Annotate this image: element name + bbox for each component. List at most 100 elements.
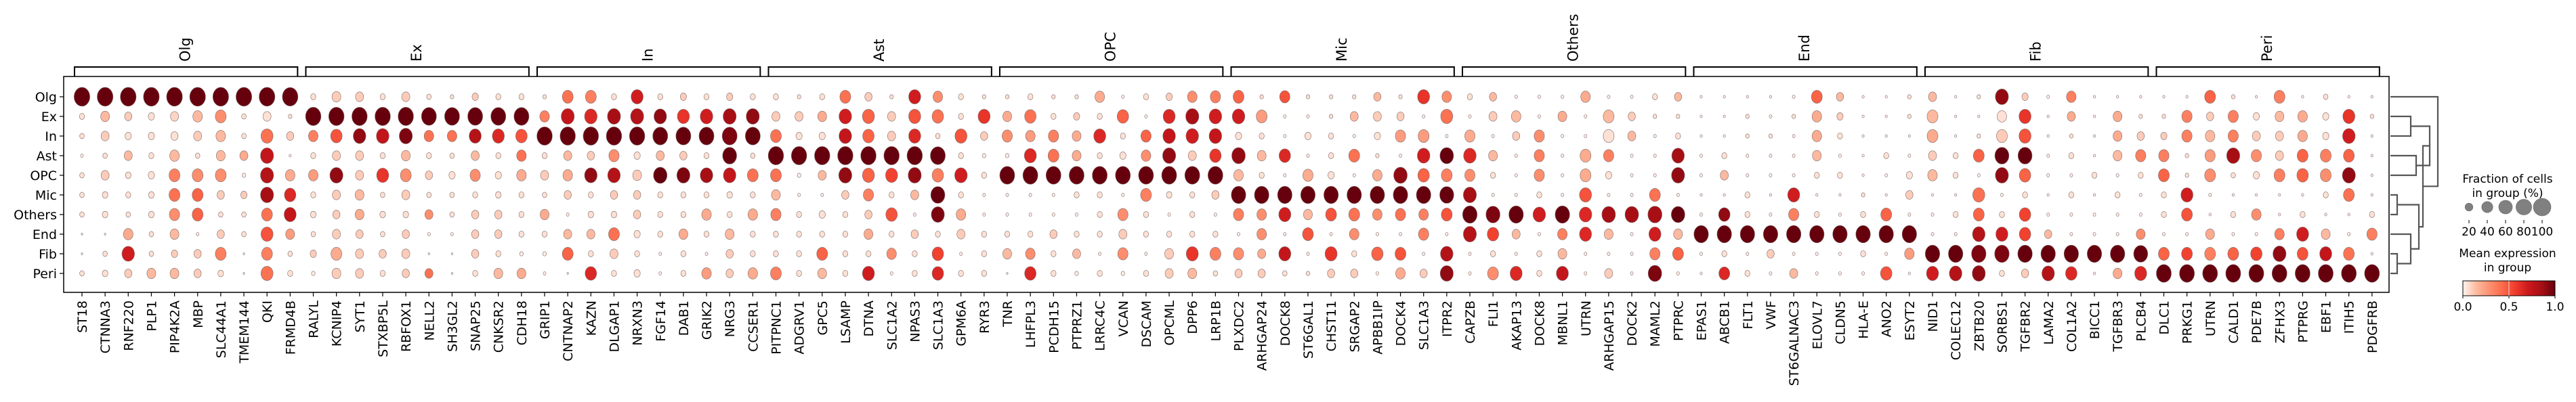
dot — [747, 208, 758, 221]
dot — [148, 112, 155, 120]
dot — [1536, 192, 1542, 198]
dot — [654, 108, 667, 125]
dot — [1769, 193, 1772, 197]
dot — [1283, 134, 1287, 138]
dot — [1579, 227, 1592, 242]
dot — [1376, 232, 1379, 236]
dot — [215, 247, 227, 261]
dot — [608, 149, 620, 162]
dot — [401, 189, 410, 200]
dot — [750, 93, 756, 100]
x-tick-label: PTPRC — [1671, 300, 1686, 341]
dot — [192, 169, 204, 182]
dot — [1097, 192, 1103, 198]
dot — [1028, 231, 1034, 238]
dot — [1579, 187, 1592, 202]
dot — [2133, 245, 2149, 263]
dot — [1463, 226, 1477, 242]
dot — [2343, 188, 2355, 202]
dot — [559, 127, 576, 146]
dot — [2322, 132, 2329, 140]
dot — [584, 167, 597, 183]
dot — [889, 271, 893, 275]
dot — [1630, 154, 1634, 158]
dot — [2319, 246, 2332, 261]
x-tick-label: ST18 — [75, 300, 90, 333]
dot — [819, 93, 825, 100]
dot — [1025, 130, 1036, 142]
dot — [1417, 89, 1430, 104]
dot — [1604, 228, 1613, 240]
dot — [1693, 225, 1709, 244]
x-tick-label: CLDN5 — [1833, 300, 1848, 344]
dot — [1375, 153, 1380, 158]
dot — [1348, 208, 1360, 221]
dot — [1972, 265, 1986, 282]
dot — [495, 93, 501, 100]
x-tick-label: DOCK8 — [1532, 300, 1547, 346]
dot — [1347, 185, 1362, 204]
dot — [1024, 266, 1036, 281]
dot — [1117, 247, 1128, 261]
x-tick-label: STXBP5L — [376, 300, 391, 357]
dot — [1925, 244, 1940, 263]
dot — [79, 133, 85, 139]
dot — [426, 192, 431, 198]
x-tick-label: ITPR2 — [1440, 300, 1455, 337]
dot — [494, 210, 503, 219]
dot — [1166, 93, 1173, 101]
dot — [355, 170, 364, 181]
x-tick-label: ADGRV1 — [793, 300, 807, 355]
dot — [1861, 95, 1865, 99]
x-tick-label: FRMD4B — [283, 300, 298, 355]
dot — [355, 268, 364, 279]
dot — [1745, 133, 1750, 139]
dot — [2347, 232, 2351, 236]
dot — [2069, 213, 2073, 217]
dot — [284, 187, 297, 202]
dot — [958, 113, 964, 120]
dot — [1584, 114, 1588, 118]
dot — [1769, 114, 1773, 118]
dot — [633, 190, 641, 200]
dot — [125, 132, 132, 140]
dot — [796, 211, 802, 218]
dot — [2273, 246, 2287, 262]
dot — [2369, 114, 2374, 119]
dot — [1417, 148, 1431, 164]
dot — [495, 152, 501, 159]
dot — [1259, 94, 1264, 99]
y-tick-label: Ex — [41, 110, 57, 125]
dot — [1464, 169, 1475, 182]
dot — [1371, 246, 1384, 261]
color-legend-title-line1: Mean expression — [2459, 247, 2556, 261]
dot — [1699, 95, 1703, 99]
dendrogram-branch — [2390, 154, 2417, 177]
dot — [1045, 166, 1061, 185]
dot — [658, 252, 662, 256]
dot — [771, 189, 781, 201]
dot — [1997, 110, 2007, 122]
dot — [1300, 185, 1315, 204]
dot — [2156, 264, 2172, 283]
dot — [1185, 108, 1200, 125]
dot — [1676, 193, 1680, 197]
dot — [1395, 247, 1406, 261]
y-tick-label: Mic — [35, 188, 57, 203]
dot — [1954, 232, 1958, 236]
dot — [1811, 130, 1822, 142]
dot — [1490, 172, 1496, 179]
dot — [261, 247, 273, 261]
dot — [449, 152, 455, 159]
dot — [1556, 266, 1569, 281]
dot — [2342, 128, 2356, 144]
group-label: End — [1796, 35, 1813, 62]
dot — [1699, 114, 1703, 118]
dot — [2181, 129, 2193, 143]
dot — [1006, 272, 1009, 275]
dot — [1144, 252, 1148, 256]
dot — [566, 213, 570, 217]
dot — [2253, 171, 2260, 179]
dot — [1189, 192, 1196, 198]
dot — [1231, 147, 1246, 164]
